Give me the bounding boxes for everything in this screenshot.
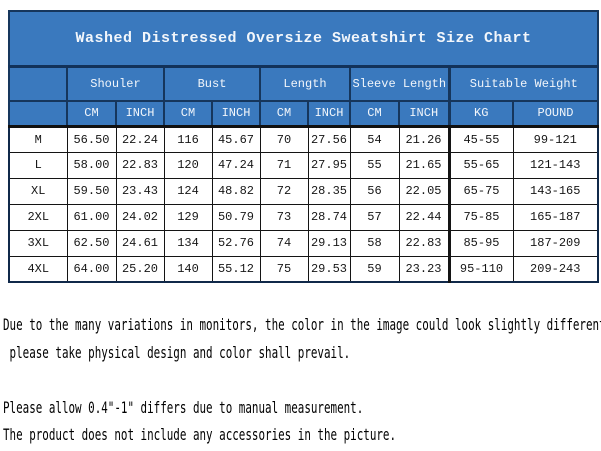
measurement-cell: 24.02 [115, 203, 165, 231]
measurement-cell: 25.20 [115, 255, 165, 283]
measurement-cell: 116 [163, 125, 213, 153]
measurement-cell: 22.05 [398, 177, 450, 205]
size-label: 4XL [8, 255, 68, 283]
measurement-cell: 28.35 [307, 177, 351, 205]
measurement-tolerance-note: Please allow 0.4"-1" differs due to manu… [3, 398, 364, 417]
measurement-cell: 29.53 [307, 255, 351, 283]
size-label: 3XL [8, 229, 68, 257]
measurement-cell: 134 [163, 229, 213, 257]
measurement-cell: 48.82 [211, 177, 261, 205]
measurement-cell: 95-110 [447, 255, 514, 283]
unit-header-pound: POUND [511, 100, 600, 128]
size-label: M [8, 125, 68, 153]
accessories-note: The product does not include any accesso… [3, 425, 397, 444]
measurement-cell: 99-121 [512, 125, 599, 153]
measurement-cell: 50.79 [211, 203, 261, 231]
unit-header-cm: CM [66, 100, 117, 128]
size-row-l: L 58.00 22.83 120 47.24 71 27.95 55 21.6… [8, 151, 599, 179]
unit-header-inch: INCH [398, 100, 450, 128]
measurement-cell: 28.74 [307, 203, 351, 231]
measurement-cell: 54 [349, 125, 400, 153]
measurement-cell: 24.61 [115, 229, 165, 257]
size-row-4xl: 4XL 64.00 25.20 140 55.12 75 29.53 59 23… [8, 255, 599, 283]
measurement-cell: 58 [349, 229, 400, 257]
measurement-cell: 27.56 [307, 125, 351, 153]
measurement-cell: 22.44 [398, 203, 450, 231]
unit-header-inch: INCH [211, 100, 261, 128]
monitor-color-note-line1: Due to the many variations in monitors, … [3, 315, 601, 334]
column-group-sleeve-length: Sleeve Length [349, 65, 450, 102]
size-chart-title: Washed Distressed Oversize Sweatshirt Si… [7, 10, 600, 68]
unit-header-inch: INCH [115, 100, 165, 128]
measurement-cell: 62.50 [66, 229, 117, 257]
measurement-cell: 59.50 [66, 177, 117, 205]
monitor-color-note-line2: please take physical design and color sh… [3, 343, 351, 362]
measurement-cell: 72 [259, 177, 309, 205]
size-row-3xl: 3XL 62.50 24.61 134 52.76 74 29.13 58 22… [8, 229, 599, 257]
size-row-xl: XL 59.50 23.43 124 48.82 72 28.35 56 22.… [8, 177, 599, 205]
measurement-cell: 55-65 [447, 151, 514, 179]
unit-header-cm: CM [163, 100, 213, 128]
measurement-cell: 59 [349, 255, 400, 283]
measurement-cell: 23.23 [398, 255, 450, 283]
measurement-cell: 21.65 [398, 151, 450, 179]
measurement-cell: 75 [259, 255, 309, 283]
column-group-header-row: Shouler Bust Length Sleeve Length Suitab… [8, 65, 600, 102]
measurement-cell: 140 [163, 255, 213, 283]
measurement-cell: 22.83 [398, 229, 450, 257]
measurement-cell: 61.00 [66, 203, 117, 231]
size-chart-table: Washed Distressed Oversize Sweatshirt Si… [7, 10, 600, 283]
measurement-cell: 64.00 [66, 255, 117, 283]
measurement-cell: 27.95 [307, 151, 351, 179]
measurement-cell: 57 [349, 203, 400, 231]
measurement-cell: 165-187 [512, 203, 599, 231]
measurement-cell: 22.83 [115, 151, 165, 179]
measurement-cell: 45-55 [447, 125, 514, 153]
measurement-cell: 209-243 [512, 255, 599, 283]
size-column-header-empty [8, 65, 68, 102]
measurement-cell: 85-95 [447, 229, 514, 257]
unit-header-row: CM INCH CM INCH CM INCH CM INCH KG POUND [8, 100, 600, 128]
measurement-cell: 47.24 [211, 151, 261, 179]
measurement-cell: 75-85 [447, 203, 514, 231]
measurement-cell: 23.43 [115, 177, 165, 205]
unit-header-empty [8, 100, 68, 128]
measurement-cell: 55.12 [211, 255, 261, 283]
size-label: XL [8, 177, 68, 205]
unit-header-cm: CM [259, 100, 309, 128]
measurement-cell: 71 [259, 151, 309, 179]
size-row-m: M 56.50 22.24 116 45.67 70 27.56 54 21.2… [8, 125, 599, 153]
measurement-cell: 56 [349, 177, 400, 205]
measurement-cell: 45.67 [211, 125, 261, 153]
unit-header-inch: INCH [307, 100, 351, 128]
measurement-cell: 73 [259, 203, 309, 231]
measurement-cell: 143-165 [512, 177, 599, 205]
unit-header-kg: KG [447, 100, 514, 128]
measurement-cell: 52.76 [211, 229, 261, 257]
measurement-cell: 187-209 [512, 229, 599, 257]
measurement-cell: 55 [349, 151, 400, 179]
measurement-cell: 56.50 [66, 125, 117, 153]
unit-header-cm: CM [349, 100, 400, 128]
size-row-2xl: 2XL 61.00 24.02 129 50.79 73 28.74 57 22… [8, 203, 599, 231]
measurement-cell: 65-75 [447, 177, 514, 205]
column-group-shoulder: Shouler [66, 65, 165, 102]
measurement-cell: 129 [163, 203, 213, 231]
measurement-cell: 120 [163, 151, 213, 179]
measurement-cell: 22.24 [115, 125, 165, 153]
measurement-cell: 74 [259, 229, 309, 257]
size-label: L [8, 151, 68, 179]
measurement-cell: 29.13 [307, 229, 351, 257]
measurement-cell: 124 [163, 177, 213, 205]
size-label: 2XL [8, 203, 68, 231]
measurement-cell: 58.00 [66, 151, 117, 179]
measurement-cell: 21.26 [398, 125, 450, 153]
column-group-bust: Bust [163, 65, 261, 102]
column-group-length: Length [259, 65, 351, 102]
column-group-suitable-weight: Suitable Weight [447, 65, 600, 102]
title-row: Washed Distressed Oversize Sweatshirt Si… [7, 10, 600, 68]
measurement-cell: 70 [259, 125, 309, 153]
measurement-cell: 121-143 [512, 151, 599, 179]
